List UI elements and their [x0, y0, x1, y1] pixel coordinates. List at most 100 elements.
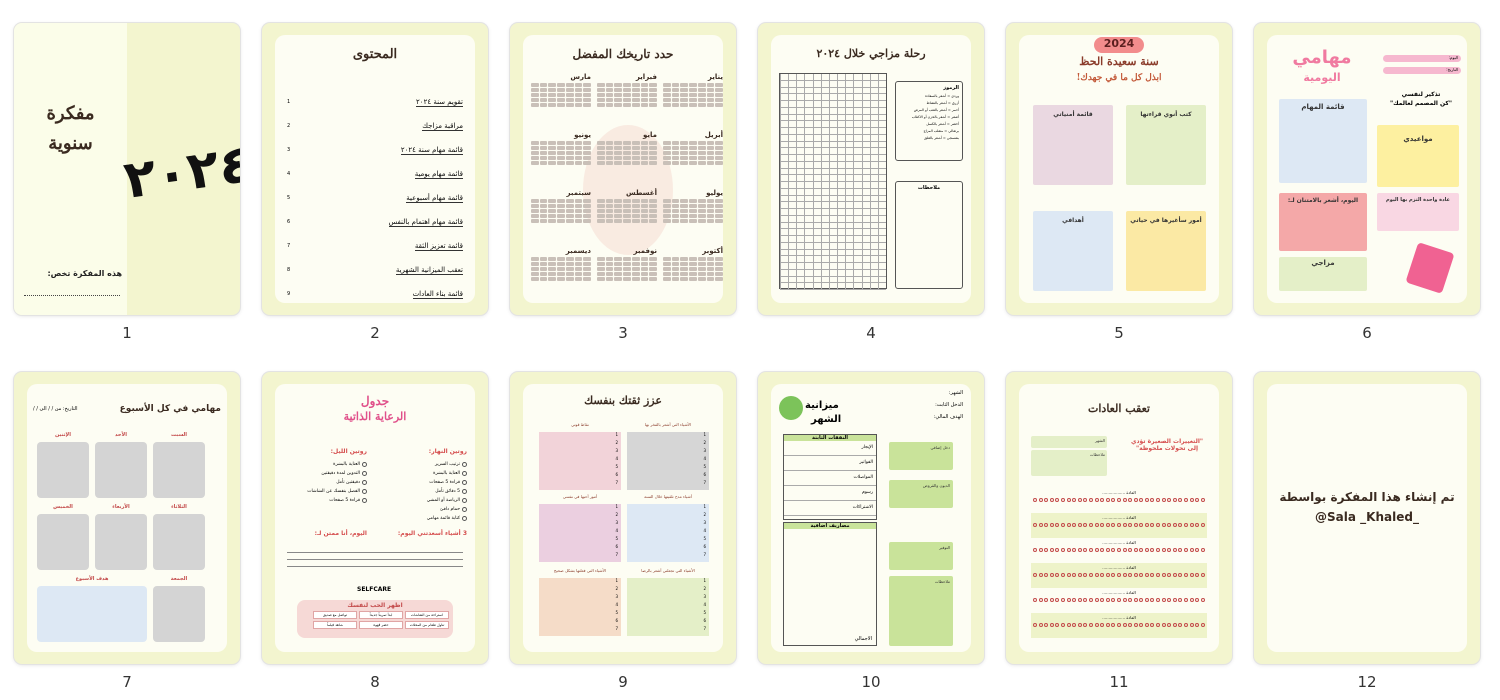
budget-title1: ميزانية: [805, 400, 839, 411]
habit-row-label: العادة ..................: [1102, 515, 1136, 520]
day-box[interactable]: [37, 514, 89, 570]
toc-row[interactable]: 4 قائمة مهام يومية: [287, 162, 463, 186]
checkbox[interactable]: [362, 489, 367, 494]
checkbox[interactable]: [462, 471, 467, 476]
confidence-box-label: أشياء مدح تلقيتها خلال السنة: [644, 494, 692, 499]
money-icon: [779, 396, 803, 420]
page-thumbnail-5[interactable]: 2024 سنة سعيدة الحظ ابذل كل ما في جهدك! …: [1006, 23, 1232, 315]
routine-item[interactable]: الفصل بنفسك عن الشاشات: [277, 487, 367, 496]
calendar-month: يونيو: [531, 131, 591, 185]
routine-label: الفصل بنفسك عن الشاشات: [307, 489, 360, 494]
page-number-7: 7: [122, 673, 132, 691]
month-name: ديسمبر: [565, 247, 591, 255]
routine-item[interactable]: العناية بالبشرة: [277, 460, 367, 469]
page-thumbnail-11[interactable]: تعقب العادات الشهر ملاحظات "التغييرات ال…: [1006, 372, 1232, 664]
page-number-10: 10: [861, 673, 881, 691]
day-box[interactable]: [95, 514, 147, 570]
routine-item[interactable]: كتابة قائمة مهامي: [377, 514, 467, 523]
fixed-expense-row: المواصلات: [784, 471, 876, 486]
day-label: الأربعاء: [112, 504, 130, 510]
routine-item[interactable]: حمام دافئ: [377, 505, 467, 514]
page-thumbnail-4[interactable]: رحلة مزاجي خلال ٢٠٢٤ الرموز وردي = أشعر …: [758, 23, 984, 315]
page-thumbnail-2[interactable]: المحتوى 1 تقويم سنة ٢٠٢٤ 2 مراقبة مزاجك 3 قائ…: [262, 23, 488, 315]
toc-row[interactable]: 5 قائمة مهام أسبوعية: [287, 186, 463, 210]
checkbox[interactable]: [362, 471, 367, 476]
calendar-months-grid: يناير فبراير مارس أبريل مايو يونيو يوليو أغسطس س…: [531, 73, 723, 297]
lucky-year-title: سنة سعيدة الحظ: [1079, 55, 1159, 68]
routine-item[interactable]: العناية بالبشرة: [377, 469, 467, 478]
routine-item[interactable]: ترتيب السرير: [377, 460, 467, 469]
page-thumbnail-8[interactable]: جدول الرعاية الذاتية روتين النهار: روتين…: [262, 372, 488, 664]
toc-row[interactable]: 8 تعقب الميزانية الشهرية: [287, 258, 463, 282]
confidence-box-label: الأشياء التي فعلتها بشكل صحيح: [553, 568, 607, 573]
night-routine-list: العناية بالبشرة التدوين لمدة دقيقتين دقيقت…: [277, 460, 367, 505]
checkbox[interactable]: [462, 462, 467, 467]
routine-label: ترتيب السرير: [434, 462, 460, 467]
budget-income: الدخل الثابت:: [935, 402, 963, 408]
day-box[interactable]: [153, 514, 205, 570]
routine-item[interactable]: الرياضة أو المشي: [377, 496, 467, 505]
page-number-11: 11: [1109, 673, 1129, 691]
day-field[interactable]: اليوم:: [1383, 55, 1461, 62]
checkbox[interactable]: [462, 498, 467, 503]
routine-item[interactable]: قراءة 5 صفحات: [377, 478, 467, 487]
calendar-month: مايو: [597, 131, 657, 185]
toc-row[interactable]: 9 قائمة بناء العادات: [287, 282, 463, 303]
page-thumbnail-9[interactable]: عزز ثقتك بنفسك الأشياء التي أشعر بالفخر …: [510, 372, 736, 664]
page-thumbnail-10[interactable]: ميزانية الشهر الشهر: الدخل الثابت: الهدف…: [758, 372, 984, 664]
routine-item[interactable]: دقيقتين تأمل: [277, 478, 367, 487]
day-box[interactable]: [153, 442, 205, 498]
toc-row[interactable]: 2 مراقبة مزاجك: [287, 114, 463, 138]
routine-item[interactable]: قراءة 5 صفحات: [277, 496, 367, 505]
toc-row[interactable]: 3 قائمة مهام سنة ٢٠٢٤: [287, 138, 463, 162]
month-name: يونيو: [574, 131, 591, 139]
toc-row[interactable]: 6 قائمة مهام اهتمام بالنفس: [287, 210, 463, 234]
habit-row-label: العادة ..................: [1102, 490, 1136, 495]
day-label: الإثنين: [55, 432, 71, 438]
page-number-8: 8: [370, 673, 380, 691]
checkbox[interactable]: [362, 498, 367, 503]
calendar-month: أكتوبر: [663, 247, 723, 301]
page-number-4: 4: [866, 324, 876, 342]
checkbox[interactable]: [362, 462, 367, 467]
checkbox[interactable]: [462, 489, 467, 494]
page-thumbnail-7[interactable]: مهامي في كل الأسبوع التاريخ: من / / الى …: [14, 372, 240, 664]
month-name: مارس: [570, 73, 591, 81]
toc-row[interactable]: 7 قائمة تعزيز الثقة: [287, 234, 463, 258]
extra-income-box: دخل إضافي: [889, 442, 953, 470]
checkbox[interactable]: [462, 480, 467, 485]
page-thumbnail-12[interactable]: تم إنشاء هذا المفكرة بواسطة @Sala _Khale…: [1254, 372, 1480, 664]
day-box[interactable]: [153, 586, 205, 642]
page-thumbnail-6[interactable]: مهامي اليومية اليوم: التاريخ: تذكير لنفس…: [1254, 23, 1480, 315]
page-thumbnail-3[interactable]: حدد تاريخك المفضل يناير فبراير مارس أبريل ما…: [510, 23, 736, 315]
day-box[interactable]: [37, 442, 89, 498]
routine-item[interactable]: 5 دقائق تأمل: [377, 487, 467, 496]
toc-label: مراقبة مزاجك: [422, 121, 463, 131]
checkbox[interactable]: [462, 507, 467, 512]
love-item: استراحة من الشاشات: [405, 611, 449, 619]
habit-quote: "التغييرات الصغيرة تؤدي إلى تحولات ملحوظ…: [1130, 438, 1204, 452]
week-goal-box[interactable]: [37, 586, 147, 642]
day-routine-list: ترتيب السرير العناية بالبشرة قراءة 5 صفحات…: [377, 460, 467, 523]
checkbox[interactable]: [462, 516, 467, 521]
page-thumbnail-1[interactable]: مفكرة سنوية ٢٠٢٤ هذه المفكرة تخص:: [14, 23, 240, 315]
checkbox[interactable]: [362, 480, 367, 485]
toc-title: المحتوى: [352, 47, 398, 62]
grateful-label: اليوم، أنا ممتن لـ:: [314, 530, 367, 537]
love-item: تواصل مع صديق: [313, 611, 357, 619]
day-box[interactable]: [95, 442, 147, 498]
calendar-month: أبريل: [663, 131, 723, 185]
toc-number: 1: [287, 99, 291, 105]
date-field[interactable]: التاريخ:: [1383, 67, 1461, 74]
fixed-expenses-table: النفقات الثابتة الإيجار الفواتير المواصلات…: [783, 434, 877, 520]
toc-row[interactable]: 1 تقويم سنة ٢٠٢٤: [287, 90, 463, 114]
routine-item[interactable]: التدوين لمدة دقيقتين: [277, 469, 367, 478]
daily-title: مهامي: [1292, 47, 1352, 68]
toc-number: 2: [287, 123, 291, 129]
